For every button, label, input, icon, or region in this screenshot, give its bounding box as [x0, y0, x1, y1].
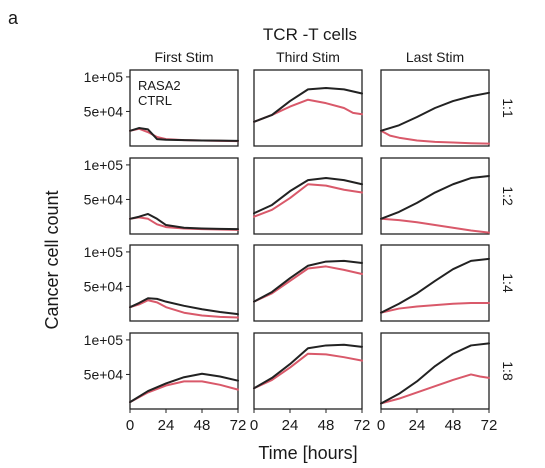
panel-1-4-third-stim [253, 244, 363, 322]
panel-frame [380, 69, 490, 147]
panel-frame [129, 69, 239, 147]
panel-frame [129, 332, 239, 410]
x-axis-label: Time [hours] [258, 443, 357, 463]
row-label-1-8: 1:8 [500, 361, 516, 381]
panel-frame [253, 69, 363, 147]
panel-frame [380, 332, 490, 410]
panel-frame [129, 157, 239, 235]
y-tick-label: 5e+04 [84, 191, 124, 207]
column-header-third-stim: Third Stim [276, 49, 340, 65]
x-tick-label: 24 [282, 417, 299, 434]
series-line-rasa2 [380, 217, 490, 234]
y-tick-label: 1e+05 [84, 244, 124, 260]
series-line-rasa2 [380, 302, 490, 314]
series-line-rasa2 [253, 265, 363, 303]
row-label-1-2: 1:2 [500, 186, 516, 206]
series-line-ctrl [253, 259, 363, 303]
y-tick-label: 1e+05 [84, 332, 124, 348]
row-label-1-4: 1:4 [500, 273, 516, 293]
panel-1-1-first-stim: 1e+05 5e+04 [84, 69, 239, 147]
y-tick-label: 1e+05 [84, 157, 124, 173]
panel-frame [380, 157, 490, 235]
panel-1-1-last-stim [380, 69, 490, 147]
series-line-ctrl [380, 257, 490, 314]
y-tick-label: 5e+04 [84, 103, 124, 119]
series-line-ctrl [253, 86, 363, 123]
series-line-rasa2 [380, 129, 490, 145]
series-line-ctrl [129, 372, 239, 404]
y-tick-label: 5e+04 [84, 278, 124, 294]
x-tick-label: 24 [158, 417, 175, 434]
series-line-ctrl [253, 343, 363, 390]
x-tick-label: 0 [250, 417, 258, 434]
panel-frame [380, 244, 490, 322]
series-line-rasa2 [253, 183, 363, 218]
panel-frame [253, 157, 363, 235]
y-tick-label: 1e+05 [84, 69, 124, 85]
series-line-rasa2 [253, 352, 363, 390]
panel-letter: a [8, 8, 19, 28]
x-tick-label: 0 [126, 417, 134, 434]
legend-label-rasa2: RASA2 [138, 78, 181, 93]
column-header-first-stim: First Stim [154, 49, 213, 65]
x-tick-label: 48 [194, 417, 211, 434]
y-axis-label: Cancer cell count [42, 190, 62, 329]
series-line-rasa2 [253, 98, 363, 123]
panel-1-2-last-stim [380, 157, 490, 235]
panel-1-2-first-stim: 1e+05 5e+04 [84, 157, 239, 235]
series-line-ctrl [380, 91, 490, 132]
panel-1-4-first-stim: 1e+05 5e+04 [84, 244, 239, 322]
x-tick-label: 72 [354, 417, 371, 434]
panel-1-8-last-stim: 0 24 48 72 [377, 332, 498, 434]
series-line-ctrl [380, 342, 490, 405]
panel-grid: First Stim Third Stim Last Stim 1:1 1:2 1:4 1:… [84, 49, 516, 434]
column-header-last-stim: Last Stim [406, 49, 464, 65]
y-tick-label: 5e+04 [84, 366, 124, 382]
panel-1-8-third-stim: 0 24 48 72 [250, 332, 371, 434]
series-line-rasa2 [129, 299, 239, 319]
panel-1-8-first-stim: 1e+05 5e+04 0 24 48 72 [84, 332, 247, 434]
panel-frame [253, 332, 363, 410]
panel-1-2-third-stim [253, 157, 363, 235]
series-line-ctrl [380, 174, 490, 220]
series-line-rasa2 [129, 380, 239, 404]
x-tick-label: 72 [230, 417, 247, 434]
x-tick-label: 0 [377, 417, 385, 434]
series-line-rasa2 [380, 373, 490, 405]
x-tick-label: 24 [409, 417, 426, 434]
x-tick-label: 48 [318, 417, 335, 434]
panel-frame [253, 244, 363, 322]
row-label-1-1: 1:1 [500, 98, 516, 118]
series-line-ctrl [129, 212, 239, 231]
x-tick-label: 48 [445, 417, 462, 434]
panel-1-1-third-stim [253, 69, 363, 147]
panel-frame [129, 244, 239, 322]
panel-1-4-last-stim [380, 244, 490, 322]
x-tick-label: 72 [481, 417, 498, 434]
series-line-ctrl [253, 177, 363, 215]
legend-label-ctrl: CTRL [138, 93, 172, 108]
series-line-ctrl [129, 297, 239, 316]
series-line-ctrl [129, 127, 239, 142]
figure-title: TCR -T cells [263, 25, 357, 44]
